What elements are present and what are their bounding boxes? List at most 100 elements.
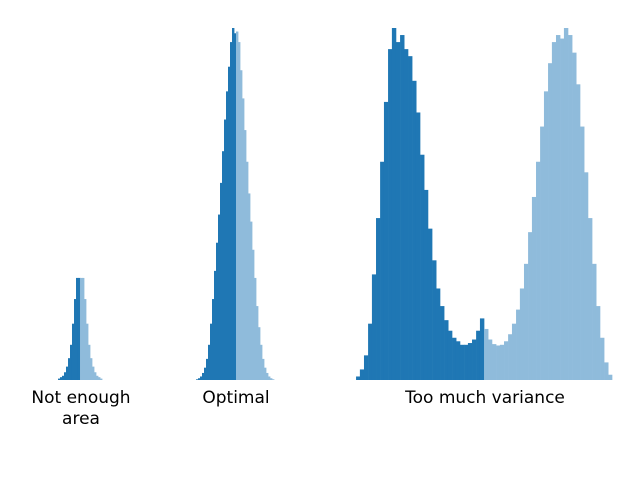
- bar-too-much-variance-3: [368, 323, 373, 380]
- bar-too-much-variance-23: [447, 330, 453, 380]
- bar-too-much-variance-40: [516, 309, 521, 380]
- bar-too-much-variance-20: [435, 288, 441, 380]
- bar-too-much-variance-63: [607, 374, 613, 380]
- bar-optimal-19: [234, 33, 237, 380]
- bar-optimal-22: [240, 70, 243, 381]
- bar-not-enough-area-6: [68, 358, 71, 380]
- bar-too-much-variance-12: [403, 49, 409, 381]
- bar-too-much-variance-29: [472, 339, 477, 380]
- bar-too-much-variance-32: [484, 328, 489, 380]
- bar-optimal-12: [220, 182, 223, 380]
- bar-too-much-variance-15: [415, 112, 421, 380]
- bar-optimal-8: [212, 299, 215, 380]
- bar-not-enough-area-2: [59, 377, 63, 380]
- bar-too-much-variance-18: [427, 228, 433, 380]
- bar-not-enough-area-14: [83, 299, 87, 380]
- bar-too-much-variance-2: [363, 355, 369, 380]
- bar-not-enough-area-22: [100, 378, 103, 380]
- bar-optimal-4: [204, 367, 207, 380]
- bar-too-much-variance-57: [583, 172, 589, 380]
- bar-optimal-33: [262, 358, 265, 380]
- panel-not-enough-area: Not enough area: [31, 277, 131, 429]
- bar-optimal-26: [248, 193, 251, 380]
- bar-not-enough-area-10: [76, 277, 79, 380]
- bar-too-much-variance-55: [575, 84, 581, 380]
- bar-too-much-variance-53: [568, 35, 573, 380]
- bar-not-enough-area-21: [98, 377, 101, 380]
- bar-optimal-38: [272, 379, 275, 380]
- bar-optimal-9: [214, 270, 217, 380]
- bar-too-much-variance-62: [604, 362, 609, 380]
- bar-optimal-27: [250, 221, 253, 380]
- bar-too-much-variance-60: [595, 306, 601, 380]
- bar-too-much-variance-14: [412, 80, 417, 381]
- bar-too-much-variance-28: [467, 343, 473, 380]
- bar-too-much-variance-22: [444, 320, 449, 380]
- bar-too-much-variance-41: [519, 288, 525, 380]
- bar-not-enough-area-12: [80, 277, 83, 380]
- bar-too-much-variance-49: [551, 42, 557, 380]
- bar-not-enough-area-8: [71, 323, 75, 380]
- bar-too-much-variance-50: [555, 35, 561, 380]
- bar-not-enough-area-16: [88, 344, 91, 380]
- bar-optimal-5: [206, 358, 209, 380]
- bar-not-enough-area-9: [74, 299, 77, 380]
- bar-optimal-30: [256, 306, 259, 380]
- bar-too-much-variance-46: [540, 126, 545, 380]
- bar-too-much-variance-61: [600, 337, 605, 380]
- bar-too-much-variance-42: [523, 263, 529, 380]
- bar-optimal-16: [228, 66, 231, 380]
- panel-optimal: Optimal: [196, 28, 275, 408]
- bar-too-much-variance-21: [440, 306, 445, 380]
- bar-too-much-variance-33: [487, 339, 493, 380]
- bars-not-enough-area: [58, 277, 103, 380]
- bar-too-much-variance-56: [580, 126, 585, 380]
- bar-optimal-10: [216, 242, 219, 380]
- bar-too-much-variance-31: [479, 318, 485, 380]
- bar-not-enough-area-4: [64, 372, 67, 380]
- label-not-enough-area-line-1: Not enough: [31, 388, 130, 408]
- bar-optimal-34: [264, 367, 267, 380]
- bar-too-much-variance-25: [455, 341, 461, 380]
- bar-too-much-variance-52: [563, 28, 569, 380]
- bar-optimal-2: [200, 376, 203, 380]
- bar-optimal-7: [210, 323, 213, 380]
- bar-too-much-variance-43: [528, 232, 533, 380]
- bar-optimal-37: [270, 378, 273, 380]
- bar-too-much-variance-39: [511, 323, 517, 380]
- bar-optimal-13: [222, 151, 225, 380]
- bar-optimal-36: [268, 376, 271, 380]
- bar-too-much-variance-10: [395, 42, 401, 380]
- bar-too-much-variance-11: [400, 35, 405, 380]
- bar-not-enough-area-19: [94, 372, 97, 380]
- bar-optimal-31: [258, 327, 261, 380]
- bar-not-enough-area-17: [89, 358, 93, 380]
- bar-not-enough-area-15: [86, 323, 89, 380]
- bar-optimal-24: [244, 130, 247, 380]
- label-too-much-variance: Too much variance: [404, 388, 565, 408]
- bar-not-enough-area-20: [95, 375, 99, 380]
- bar-too-much-variance-16: [420, 154, 425, 380]
- bars-too-much-variance: [356, 28, 613, 381]
- bar-too-much-variance-37: [504, 341, 509, 380]
- bar-not-enough-area-3: [62, 375, 65, 380]
- bar-too-much-variance-48: [548, 63, 553, 380]
- bar-too-much-variance-24: [452, 337, 457, 380]
- bar-optimal-35: [266, 372, 269, 380]
- bar-optimal-1: [198, 378, 201, 380]
- bar-too-much-variance-36: [499, 344, 505, 380]
- bar-too-much-variance-1: [359, 369, 365, 380]
- bar-too-much-variance-59: [592, 263, 597, 380]
- bar-too-much-variance-35: [496, 345, 501, 380]
- bar-not-enough-area-11: [77, 277, 81, 380]
- bar-not-enough-area-7: [70, 344, 73, 380]
- bar-optimal-29: [254, 277, 257, 380]
- bar-optimal-21: [238, 42, 241, 380]
- bar-too-much-variance-19: [432, 260, 437, 380]
- bars-optimal: [196, 28, 275, 381]
- label-optimal: Optimal: [202, 388, 269, 408]
- bar-too-much-variance-0: [356, 376, 361, 380]
- bar-too-much-variance-5: [376, 218, 381, 380]
- bar-too-much-variance-44: [531, 196, 537, 380]
